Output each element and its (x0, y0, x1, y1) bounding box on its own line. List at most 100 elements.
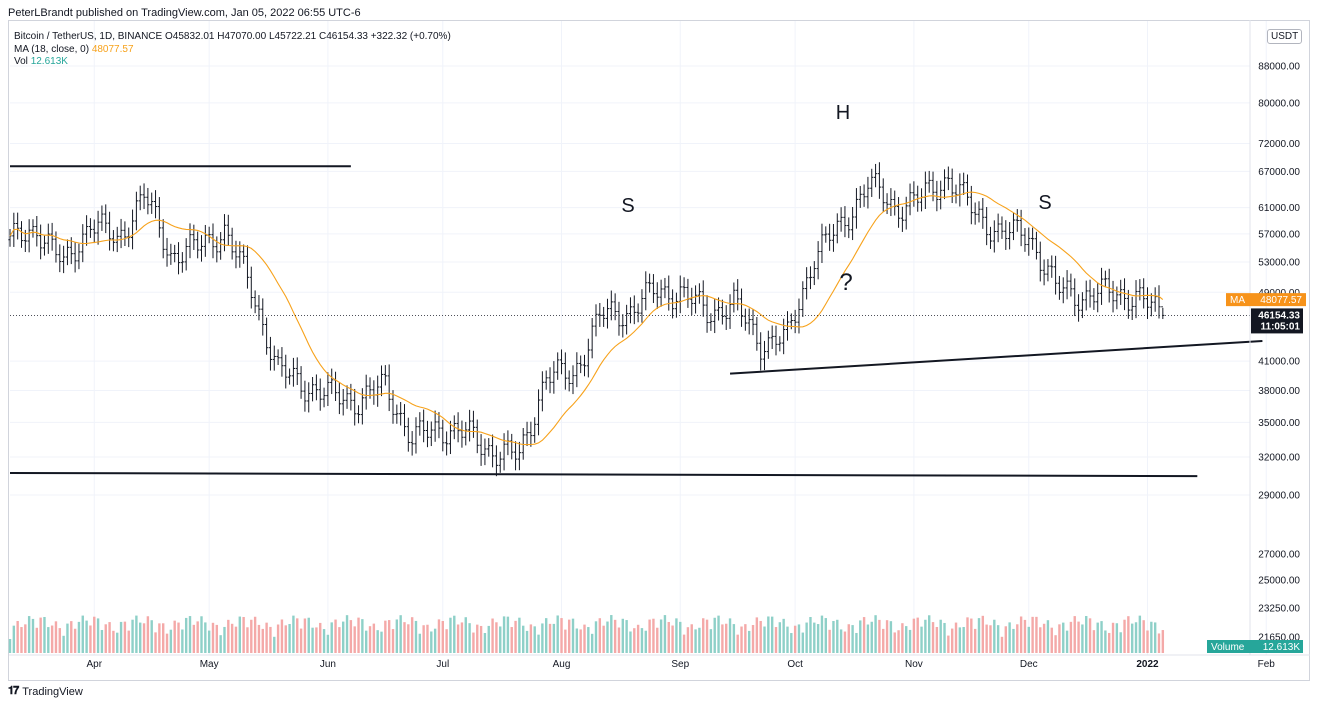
volume-bar (35, 627, 39, 653)
legend-ma-row[interactable]: MA (18, close, 0) 48077.57 (14, 44, 451, 57)
annotation-head[interactable]: H (836, 102, 850, 124)
volume-bar (154, 632, 157, 653)
volume-bar (740, 626, 743, 653)
time-tick-label: Dec (1020, 659, 1038, 670)
volume-bar (1039, 627, 1042, 653)
volume-bar (629, 631, 632, 653)
volume-bar (288, 623, 291, 653)
volume-bar (158, 623, 161, 653)
time-axis[interactable]: AprMayJunJulAugSepOctNovDec2022FebMa (86, 659, 1320, 670)
volume-bar (357, 617, 360, 653)
price-tick-label: 53000.00 (1258, 257, 1300, 268)
trendlines[interactable] (9, 165, 1263, 478)
volume-bar (207, 630, 211, 653)
volume-bar (437, 619, 441, 653)
volume-bar (598, 618, 602, 653)
ma-value: 48077.57 (91, 43, 134, 55)
volume-bar (1138, 615, 1142, 653)
volume-bar (58, 628, 61, 653)
volume-bar (709, 629, 713, 653)
volume-bar (1157, 633, 1161, 653)
volume-bar (296, 618, 299, 653)
volume-bar (238, 616, 241, 653)
volume-bar (744, 624, 747, 653)
volume-bar (430, 631, 433, 653)
price-tick-label: 80000.00 (1258, 98, 1300, 109)
volume-bar (525, 630, 529, 653)
volume-bar (1134, 622, 1138, 653)
volume-bar (219, 635, 222, 653)
volume-bar (713, 617, 716, 653)
volume-bar (142, 623, 146, 653)
volume-bar (993, 619, 996, 653)
volume-bar (606, 621, 609, 653)
volume-bar (1031, 616, 1034, 653)
vol-label: Vol (14, 56, 28, 67)
volume-bar (1123, 619, 1126, 653)
volume-badge-value: 12.613K (1263, 642, 1301, 653)
volume-bar (836, 619, 839, 653)
volume-bar (885, 620, 889, 653)
volume-bar (345, 615, 349, 653)
volume-bar (250, 619, 253, 653)
volume-bar (659, 619, 663, 653)
volume-bar (801, 632, 805, 653)
volume-bar (391, 629, 395, 653)
volume-bar (47, 627, 50, 653)
volume-bar (973, 628, 977, 653)
volume-bar (261, 628, 264, 653)
volume-bar (211, 622, 215, 653)
volume-bar (870, 621, 873, 653)
volume-bar (292, 615, 295, 653)
volume-bar (27, 616, 31, 653)
volume-bar (656, 627, 659, 653)
volume-bar (315, 627, 318, 653)
volume-bar (702, 618, 705, 653)
volume-bar (671, 625, 674, 653)
legend-symbol-row[interactable]: Bitcoin / TetherUS, 1D, BINANCE O45832.0… (14, 31, 451, 44)
volume-bar (184, 617, 188, 653)
volume-bar (778, 622, 782, 653)
annotation-right-shoulder[interactable]: S (1038, 192, 1051, 214)
volume-bar (541, 623, 544, 653)
volume-bar (73, 628, 77, 653)
volume-bar (39, 617, 42, 653)
time-tick-label: Aug (553, 659, 571, 670)
volume-bar (958, 627, 962, 653)
volume-bar (567, 619, 571, 653)
annotation-question[interactable]: ? (839, 269, 852, 296)
volume-bar (54, 621, 58, 653)
volume-bar (502, 616, 506, 653)
volume-bar (395, 619, 399, 653)
volume-bar (307, 617, 310, 653)
volume-bar (552, 623, 556, 653)
volume-bar (169, 629, 173, 653)
tradingview-logo[interactable]: 𝟏𝟕 TradingView (8, 685, 83, 698)
volume-bar (479, 625, 483, 653)
annotation-left-shoulder[interactable]: S (621, 195, 634, 217)
volume-bar (85, 620, 88, 653)
price-axis[interactable]: 88000.00 80000.00 72000.00 67000.00 61000.00… (1258, 0, 1300, 644)
grid (10, 21, 1267, 655)
time-tick-label: Nov (905, 659, 923, 670)
volume-bar (453, 615, 456, 653)
legend-vol-row[interactable]: Vol 12.613K (14, 56, 451, 69)
volume-bar (851, 625, 854, 653)
volume-bar (414, 620, 418, 653)
volume-bar (1019, 616, 1023, 653)
volume-bar (901, 623, 904, 653)
volume-bar (1096, 622, 1099, 653)
volume-bar (372, 623, 376, 653)
ohlc-values: O45832.01 H47070.00 L45722.21 C46154.33 … (164, 31, 451, 42)
volume-bar (1046, 620, 1050, 653)
volume-bar (96, 618, 100, 653)
volume-bar (487, 625, 490, 653)
volume-bar (131, 619, 134, 653)
volume-bar (380, 631, 383, 653)
volume-bar (1127, 616, 1130, 653)
currency-unit-button[interactable]: USDT (1267, 29, 1303, 44)
volume-bar (537, 634, 540, 653)
volume-bar (989, 625, 992, 653)
volume-bar (468, 623, 471, 653)
